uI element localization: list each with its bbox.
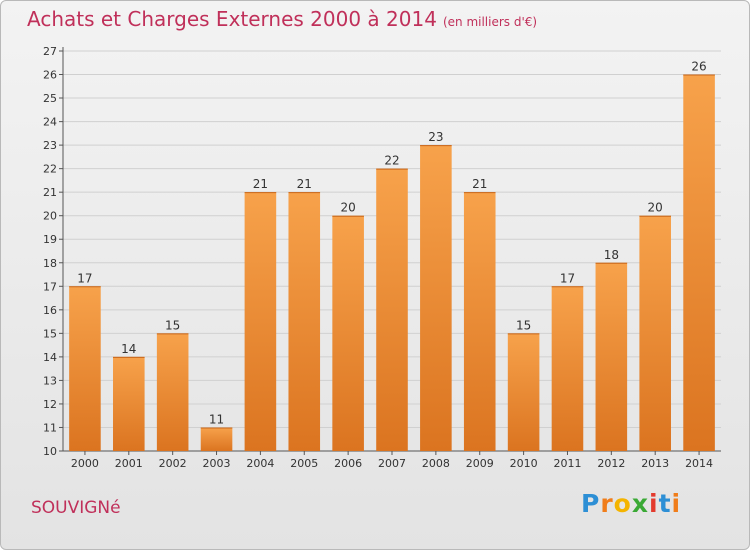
bar xyxy=(507,333,540,451)
chart-subtitle: (en milliers d'€) xyxy=(442,15,538,29)
logo-letter: x xyxy=(631,489,649,518)
logo-letter: P xyxy=(581,489,601,518)
bar xyxy=(69,286,101,451)
bar xyxy=(113,356,145,451)
data-labels: 17 14 15 11 21 21 20 22 23 21 15 17 18 20 26 xyxy=(77,60,706,427)
y-tick-label: 21 xyxy=(43,186,57,199)
x-tick-label: 2007 xyxy=(378,457,406,470)
bar xyxy=(683,74,715,451)
y-tick-label: 15 xyxy=(43,327,57,340)
y-tick-label: 18 xyxy=(43,257,57,270)
y-tick-label: 23 xyxy=(43,139,57,152)
logo-letter: o xyxy=(613,489,632,518)
y-tick-label: 25 xyxy=(43,92,57,105)
data-label: 20 xyxy=(340,201,355,215)
x-tick-label: 2005 xyxy=(290,457,318,470)
logo-letter: i xyxy=(671,489,682,518)
y-tick-label: 27 xyxy=(43,45,57,58)
data-label: 17 xyxy=(560,271,575,285)
bar xyxy=(156,333,189,451)
y-tick-label: 14 xyxy=(43,351,57,364)
logo-letter: i xyxy=(649,489,659,518)
proxiti-logo[interactable]: Proxiti xyxy=(581,489,681,518)
data-label: 15 xyxy=(165,318,180,332)
data-label: 18 xyxy=(604,248,619,262)
x-tick-label: 2011 xyxy=(553,457,581,470)
x-tick-labels: 2000 2001 2002 2003 2004 2005 2006 2007 2008 2009… xyxy=(71,451,713,470)
data-label: 20 xyxy=(648,201,663,215)
x-tick-label: 2014 xyxy=(685,457,713,470)
bar xyxy=(551,286,584,451)
x-tick-label: 2002 xyxy=(159,457,187,470)
x-tick-label: 2008 xyxy=(422,457,450,470)
bar xyxy=(639,215,671,451)
x-tick-label: 2001 xyxy=(115,457,143,470)
data-label: 21 xyxy=(297,177,312,191)
y-tick-label: 16 xyxy=(43,304,57,317)
y-tick-label: 20 xyxy=(43,210,57,223)
data-label: 22 xyxy=(384,154,399,168)
y-tick-label: 17 xyxy=(43,280,57,293)
data-label: 21 xyxy=(253,177,268,191)
data-label: 21 xyxy=(472,177,487,191)
logo-letter: r xyxy=(600,489,614,518)
y-tick-label: 24 xyxy=(43,116,57,129)
y-tick-label: 26 xyxy=(43,69,57,82)
bar xyxy=(288,192,321,452)
y-tick-labels: 10 11 12 13 14 15 16 17 18 19 20 21 22 23 24 25 26 27 xyxy=(43,45,57,458)
y-tick-label: 19 xyxy=(43,233,57,246)
bar xyxy=(332,215,364,451)
data-label: 17 xyxy=(77,271,92,285)
bar xyxy=(595,262,628,451)
y-tick-label: 10 xyxy=(43,445,57,458)
x-tick-label: 2009 xyxy=(466,457,494,470)
chart-title-text: Achats et Charges Externes 2000 à 2014 xyxy=(27,7,437,31)
location-name: SOUVIGNé xyxy=(31,498,121,518)
bar xyxy=(420,145,452,451)
y-tick-label: 11 xyxy=(43,421,57,434)
logo-letter: t xyxy=(658,489,672,518)
data-label: 23 xyxy=(428,130,443,144)
y-tick-label: 22 xyxy=(43,163,57,176)
x-tick-label: 2003 xyxy=(203,457,231,470)
bar xyxy=(376,168,408,451)
y-tick-label: 12 xyxy=(43,398,57,411)
data-label: 14 xyxy=(121,342,136,356)
bar xyxy=(244,192,277,452)
data-label: 11 xyxy=(209,412,224,426)
y-tick-label: 13 xyxy=(43,374,57,387)
bars xyxy=(69,74,715,452)
bar xyxy=(463,192,496,452)
x-tick-label: 2000 xyxy=(71,457,99,470)
x-tick-label: 2010 xyxy=(510,457,538,470)
x-tick-label: 2013 xyxy=(641,457,669,470)
x-tick-label: 2004 xyxy=(246,457,274,470)
chart-title: Achats et Charges Externes 2000 à 2014 (e… xyxy=(27,7,537,31)
data-label: 15 xyxy=(516,318,531,332)
data-label: 26 xyxy=(691,60,706,74)
x-tick-label: 2012 xyxy=(597,457,625,470)
x-tick-label: 2006 xyxy=(334,457,362,470)
bar xyxy=(200,427,233,451)
